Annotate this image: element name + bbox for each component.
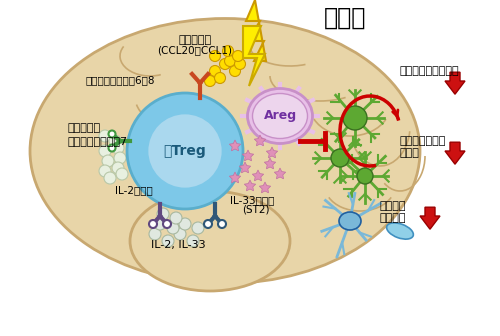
Circle shape [230,66,240,77]
Circle shape [204,76,216,86]
Text: ケモカイン受容体6・8: ケモカイン受容体6・8 [86,75,155,85]
Polygon shape [230,140,240,151]
Circle shape [170,212,182,224]
Circle shape [204,220,212,228]
Polygon shape [246,0,266,61]
Circle shape [104,172,116,184]
Ellipse shape [339,212,361,230]
Text: 神経細胞: 神経細胞 [380,201,406,211]
Circle shape [102,155,114,167]
Polygon shape [445,72,465,94]
Circle shape [112,162,124,174]
Text: ケモカイン: ケモカイン [178,35,212,45]
Text: ダメージ: ダメージ [380,213,406,223]
Polygon shape [445,142,465,164]
Text: (ST2): (ST2) [242,205,270,215]
Ellipse shape [248,88,312,143]
Circle shape [148,113,222,189]
Circle shape [112,142,124,154]
Circle shape [232,50,243,61]
Circle shape [99,165,111,177]
Circle shape [214,73,226,84]
Text: 活性化: 活性化 [400,148,420,158]
Text: アストロサイト: アストロサイト [400,136,446,146]
Circle shape [187,235,199,247]
Circle shape [149,228,161,240]
Circle shape [222,45,234,56]
Text: Areg: Areg [264,110,296,123]
Polygon shape [266,147,278,158]
Polygon shape [274,168,285,179]
Text: 炎症性サイトカイン: 炎症性サイトカイン [400,66,460,76]
Text: IL-2受容体: IL-2受容体 [115,185,153,195]
Circle shape [157,208,169,220]
Circle shape [167,222,179,234]
Circle shape [162,235,174,247]
Polygon shape [252,170,264,181]
Text: 脳Treg: 脳Treg [164,144,206,158]
Circle shape [210,50,220,61]
Polygon shape [420,207,440,229]
Ellipse shape [130,191,290,291]
Polygon shape [242,150,254,161]
Circle shape [192,222,204,234]
Ellipse shape [30,18,420,284]
Polygon shape [244,180,256,191]
Circle shape [154,218,166,230]
Circle shape [163,220,171,228]
Circle shape [99,145,111,157]
Circle shape [218,220,226,228]
Circle shape [174,228,186,240]
Text: IL-2, IL-33: IL-2, IL-33 [150,240,206,250]
Circle shape [116,168,128,180]
Circle shape [357,168,373,184]
Circle shape [149,220,157,228]
Circle shape [234,58,246,70]
Text: 脳梗塞: 脳梗塞 [324,6,366,30]
Text: (CCL20・CCL1): (CCL20・CCL1) [158,45,232,55]
Circle shape [108,130,116,137]
Polygon shape [260,182,270,193]
Circle shape [224,55,235,67]
Polygon shape [243,26,265,86]
Polygon shape [264,158,276,169]
Circle shape [220,58,230,70]
Text: セロトニン受容体7: セロトニン受容体7 [68,136,128,146]
Circle shape [210,66,220,77]
Circle shape [127,93,243,209]
Circle shape [108,144,116,152]
Ellipse shape [252,93,308,138]
Polygon shape [254,135,266,146]
Circle shape [109,135,121,147]
Ellipse shape [386,223,413,239]
Polygon shape [230,172,240,183]
Text: セロトニン: セロトニン [68,123,101,133]
Circle shape [331,149,349,167]
Circle shape [179,218,191,230]
Circle shape [99,130,111,142]
Polygon shape [240,162,250,173]
Circle shape [343,106,367,130]
Circle shape [114,152,126,164]
Text: IL-33受容体: IL-33受容体 [230,195,274,205]
